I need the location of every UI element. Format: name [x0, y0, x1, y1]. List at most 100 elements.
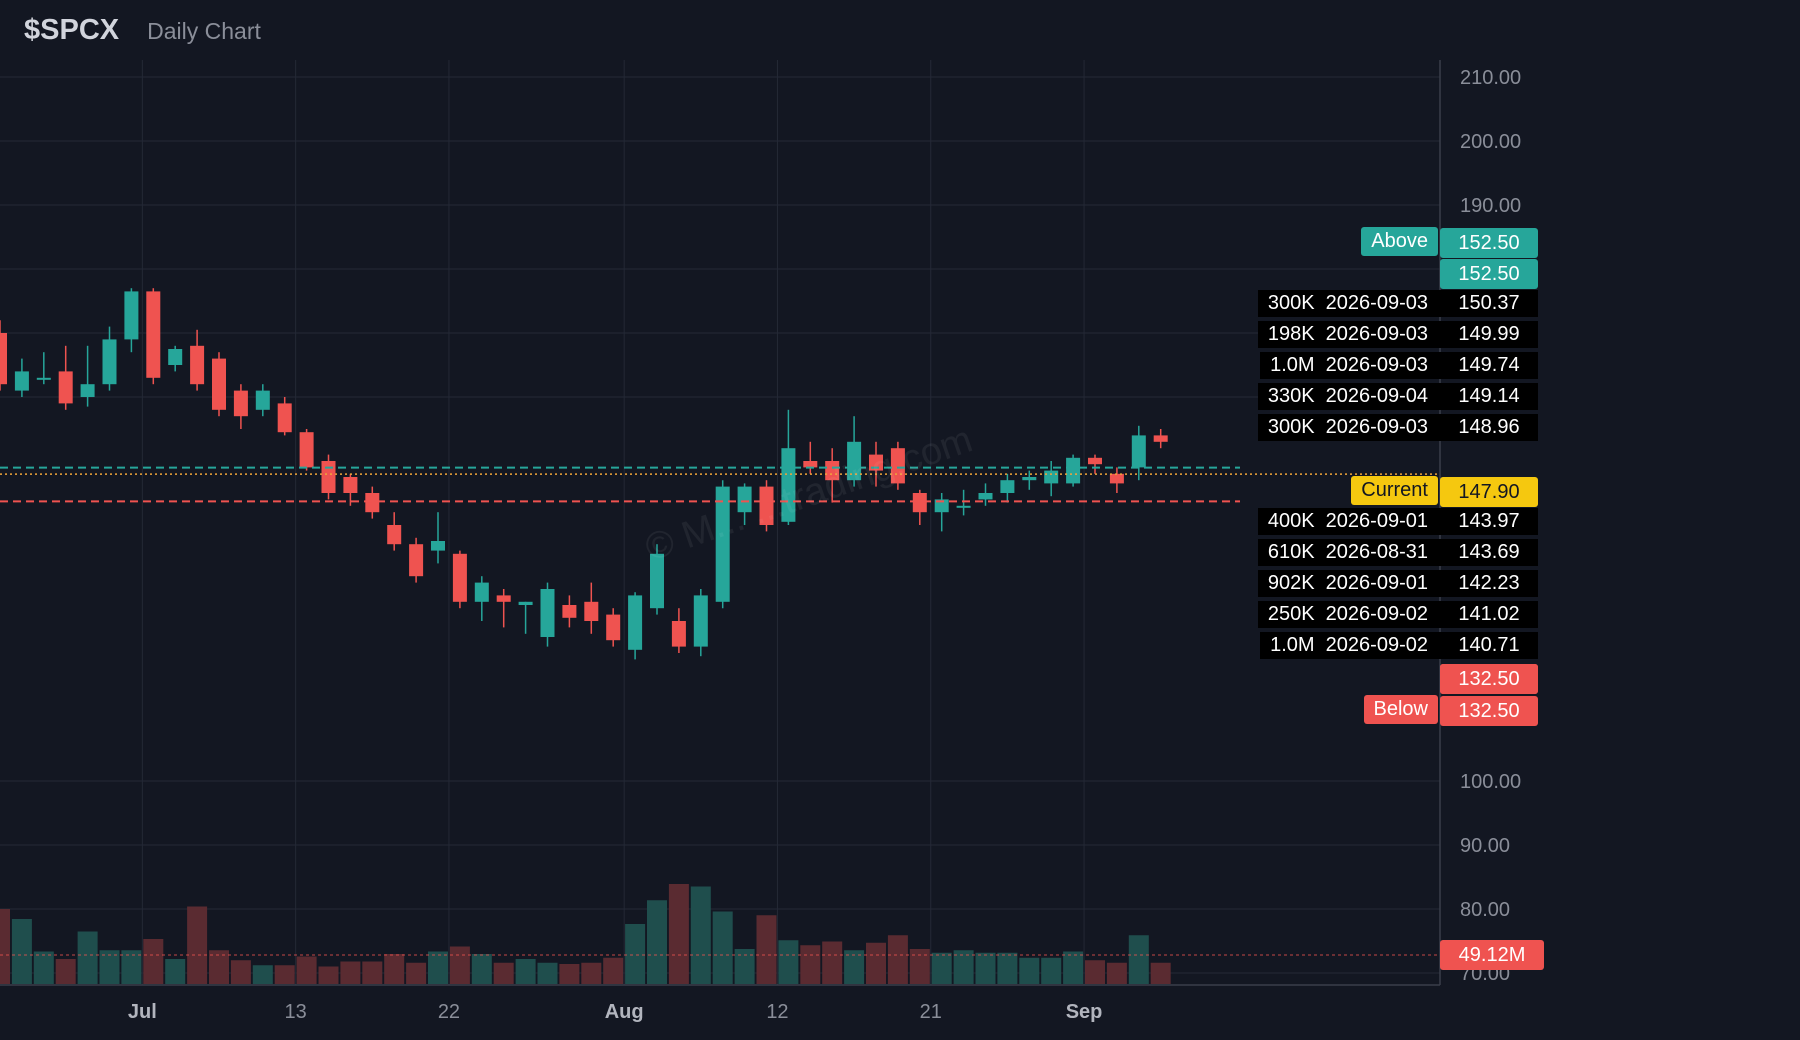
level-tag-label: Above [1361, 227, 1438, 256]
candle-body [803, 461, 818, 468]
volume-bar [143, 939, 164, 984]
candle-body [912, 493, 927, 513]
price-tag-value: 149.14 [1440, 383, 1538, 410]
volume-bar [11, 919, 32, 984]
volume-bar [1128, 935, 1149, 984]
x-tick-label: 22 [438, 1001, 460, 1023]
candle-body [452, 553, 467, 602]
candle-body [255, 390, 270, 410]
volume-bar [603, 957, 624, 984]
price-tag-value: 152.50 [1440, 228, 1538, 258]
volume-bar [449, 946, 470, 984]
volume-bar [1150, 962, 1171, 984]
price-tag-value: 140.71 [1440, 632, 1538, 659]
volume-date-tag: 1.0M 2026-09-02 [1260, 632, 1440, 659]
volume-bar [931, 952, 952, 984]
volume-bar [165, 959, 186, 984]
candle-body [343, 477, 358, 493]
volume-bar [428, 951, 448, 984]
candle-body [956, 505, 971, 508]
candle-body [212, 358, 226, 410]
volume-bar [515, 959, 536, 984]
volume-bar [209, 950, 229, 984]
price-tag-value: 149.99 [1440, 321, 1538, 348]
volume-bar [33, 951, 54, 984]
price-tag-value: 149.74 [1440, 352, 1538, 379]
volume-bar [252, 965, 273, 984]
volume-bar [362, 961, 383, 984]
volume-bar [340, 961, 361, 984]
candle-body [321, 461, 336, 493]
volume-bar [668, 884, 689, 984]
volume-bar [121, 950, 142, 984]
candle-body [1000, 480, 1015, 493]
level-tag-label: Current [1351, 476, 1438, 505]
volume-bar [756, 915, 777, 984]
volume-bar [975, 952, 996, 984]
price-tag-value: 143.69 [1440, 539, 1538, 566]
volume-date-tag: 300K 2026-09-03 [1257, 414, 1440, 441]
candle-body [1131, 435, 1146, 468]
volume-bar [0, 909, 10, 984]
volume-bar [1063, 951, 1084, 984]
candle-body [869, 454, 883, 471]
candle-body [540, 589, 555, 637]
candle-body [58, 371, 73, 404]
volume-bar [384, 954, 405, 984]
volume-date-tag: 610K 2026-08-31 [1257, 539, 1440, 566]
candle-body [474, 582, 489, 602]
candle-body [80, 384, 95, 397]
volume-bar [274, 965, 295, 984]
volume-bar [778, 940, 799, 984]
price-tag-value: 132.50 [1440, 696, 1538, 726]
candle-body [628, 595, 643, 650]
volume-bar [187, 906, 208, 984]
volume-date-tag: 250K 2026-09-02 [1257, 601, 1440, 628]
volume-bar [559, 964, 580, 984]
candle-body [146, 291, 161, 378]
candle-body [1022, 477, 1037, 481]
volume-bar [647, 900, 667, 984]
candle-body [1153, 435, 1168, 442]
candle-body [1066, 457, 1081, 484]
candle-body [934, 499, 949, 513]
x-tick-label: Jul [128, 1001, 157, 1023]
candle-body [124, 291, 139, 340]
price-tag-value: 150.37 [1440, 290, 1538, 317]
volume-date-tag: 198K 2026-09-03 [1257, 321, 1440, 348]
volume-bar [690, 886, 711, 984]
candle-body [431, 541, 445, 551]
x-tick-label: Sep [1066, 1001, 1103, 1023]
candle-body [0, 333, 7, 385]
volume-bar [471, 954, 492, 984]
chart-header: $SPCX Daily Chart [24, 14, 261, 54]
price-tag-value: 148.96 [1440, 414, 1538, 441]
candle-body [1044, 470, 1059, 484]
volume-bar [800, 945, 821, 984]
volume-bar [537, 962, 558, 984]
y-tick-label: 100.00 [1460, 771, 1521, 793]
candle-body [168, 349, 183, 365]
x-tick-label: 13 [285, 1001, 307, 1023]
candle-body [1109, 473, 1124, 484]
x-tick-label: 21 [920, 1001, 942, 1023]
volume-bar [406, 962, 427, 984]
price-tag-value: 132.50 [1440, 664, 1538, 694]
volume-bar [822, 941, 843, 984]
volume-bar [866, 942, 886, 984]
x-tick-label: 12 [766, 1001, 788, 1023]
candle-body [14, 371, 29, 391]
candle-body [190, 345, 205, 385]
candle-body [606, 614, 621, 641]
candle-body [518, 601, 533, 605]
candle-body [277, 403, 292, 433]
y-tick-label: 90.00 [1460, 835, 1510, 857]
y-tick-label: 190.00 [1460, 195, 1521, 217]
candle-body [562, 605, 577, 618]
candle-body [671, 621, 686, 647]
candle-body [825, 461, 840, 481]
volume-bar [712, 911, 733, 984]
volume-date-tag: 1.0M 2026-09-03 [1260, 352, 1440, 379]
candle-body [737, 486, 752, 513]
candle-body [978, 493, 993, 500]
